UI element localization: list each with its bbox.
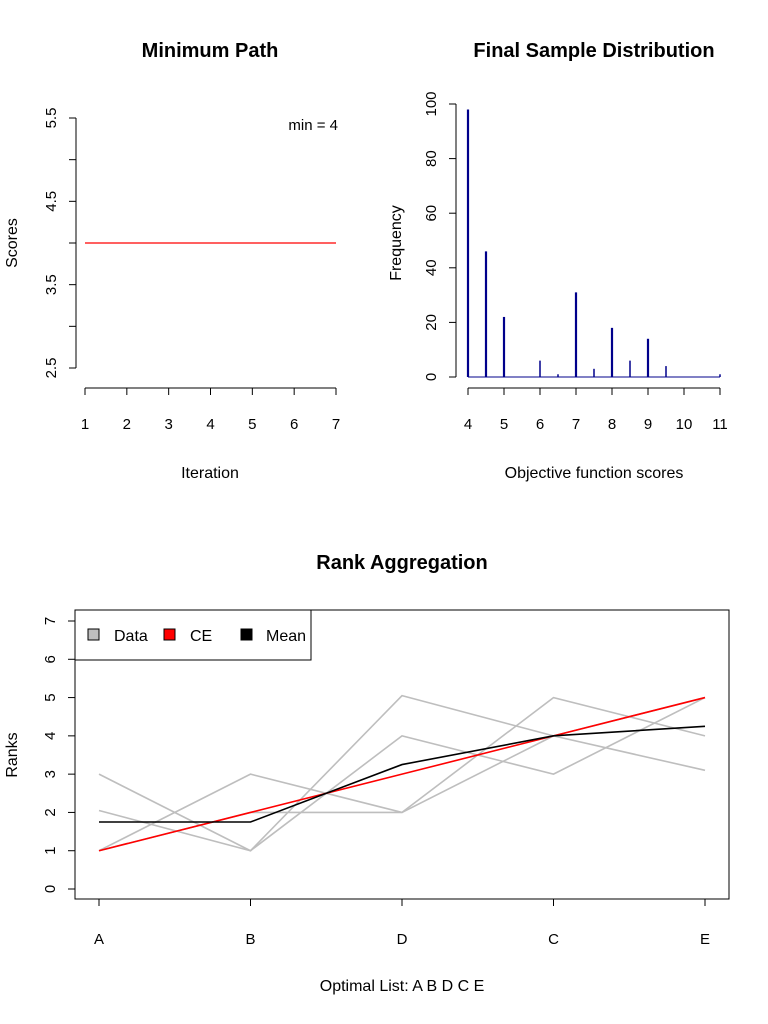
legend-swatch xyxy=(240,628,253,641)
x-axis-label: Optimal List: A B D C E xyxy=(320,978,485,995)
x-tick-label: E xyxy=(700,931,710,948)
y-tick-label: 60 xyxy=(423,205,440,222)
ce-series-line xyxy=(98,696,706,852)
x-tick-label: 11 xyxy=(712,416,728,433)
minimum-path-chart: Minimum Path Scores Iteration min = 4 1 2… xyxy=(4,40,340,482)
y-axis-label: Ranks xyxy=(4,732,21,777)
chart-title: Minimum Path xyxy=(142,40,279,62)
data-series-line xyxy=(98,696,706,852)
x-tick-label: D xyxy=(397,931,408,948)
chart-title: Rank Aggregation xyxy=(316,552,488,574)
y-tick-label: 3.5 xyxy=(43,274,60,295)
x-tick-label: A xyxy=(94,931,104,948)
y-tick-label: 0 xyxy=(423,373,440,381)
chart-title: Final Sample Distribution xyxy=(473,40,714,62)
x-tick-label: 7 xyxy=(572,416,580,433)
annotation-min: min = 4 xyxy=(288,117,338,134)
x-tick-label: 2 xyxy=(123,416,131,433)
y-tick-label: 7 xyxy=(42,617,59,625)
x-tick-label: B xyxy=(245,931,255,948)
x-tick-label: 5 xyxy=(248,416,256,433)
plot-marks xyxy=(98,694,706,852)
y-tick-label: 1 xyxy=(42,847,59,855)
x-tick-label: 4 xyxy=(464,416,472,433)
final-sample-distribution-chart: Final Sample Distribution Frequency Obje… xyxy=(388,40,728,482)
y-tick-label: 40 xyxy=(423,259,440,276)
mean-series-line xyxy=(99,725,706,823)
legend-label: CE xyxy=(190,628,212,645)
y-tick-label: 100 xyxy=(423,91,440,116)
y-tick-label: 2.5 xyxy=(43,358,60,379)
x-tick-label: 5 xyxy=(500,416,508,433)
axes: 1 2 3 4 5 6 7 2.5 3.5 4.5 5.5 xyxy=(43,108,340,433)
y-tick-label: 6 xyxy=(42,655,59,663)
axes: 4 5 6 7 8 9 10 11 0 20 40 60 80 100 xyxy=(423,91,728,433)
x-tick-label: 8 xyxy=(608,416,616,433)
plot-marks xyxy=(466,109,721,378)
x-axis-label: Iteration xyxy=(181,465,239,482)
y-tick-label: 4 xyxy=(42,732,59,740)
legend-box xyxy=(74,609,312,661)
y-axis-label: Frequency xyxy=(388,205,405,281)
x-tick-label: C xyxy=(548,931,559,948)
x-tick-label: 9 xyxy=(644,416,652,433)
legend-swatch xyxy=(163,628,176,641)
y-tick-label: 3 xyxy=(42,770,59,778)
rank-aggregation-chart: Rank Aggregation Ranks Optimal List: A B… xyxy=(4,552,730,995)
y-axis-label: Scores xyxy=(4,218,21,268)
y-tick-label: 4.5 xyxy=(43,191,60,212)
legend: Data CE Mean xyxy=(74,609,312,661)
legend-swatch xyxy=(87,628,100,641)
x-tick-label: 4 xyxy=(206,416,214,433)
y-tick-label: 0 xyxy=(42,885,59,893)
y-tick-label: 5.5 xyxy=(43,108,60,129)
y-tick-label: 20 xyxy=(423,314,440,331)
x-tick-label: 7 xyxy=(332,416,340,433)
x-tick-label: 6 xyxy=(290,416,298,433)
y-tick-label: 2 xyxy=(42,808,59,816)
legend-label: Mean xyxy=(266,628,306,645)
y-tick-label: 5 xyxy=(42,693,59,701)
x-tick-label: 6 xyxy=(536,416,544,433)
x-tick-label: 3 xyxy=(164,416,172,433)
x-axis-label: Objective function scores xyxy=(505,465,684,482)
x-tick-label: 10 xyxy=(676,416,693,433)
legend-label: Data xyxy=(114,628,148,645)
x-tick-label: 1 xyxy=(81,416,89,433)
y-tick-label: 80 xyxy=(423,150,440,167)
